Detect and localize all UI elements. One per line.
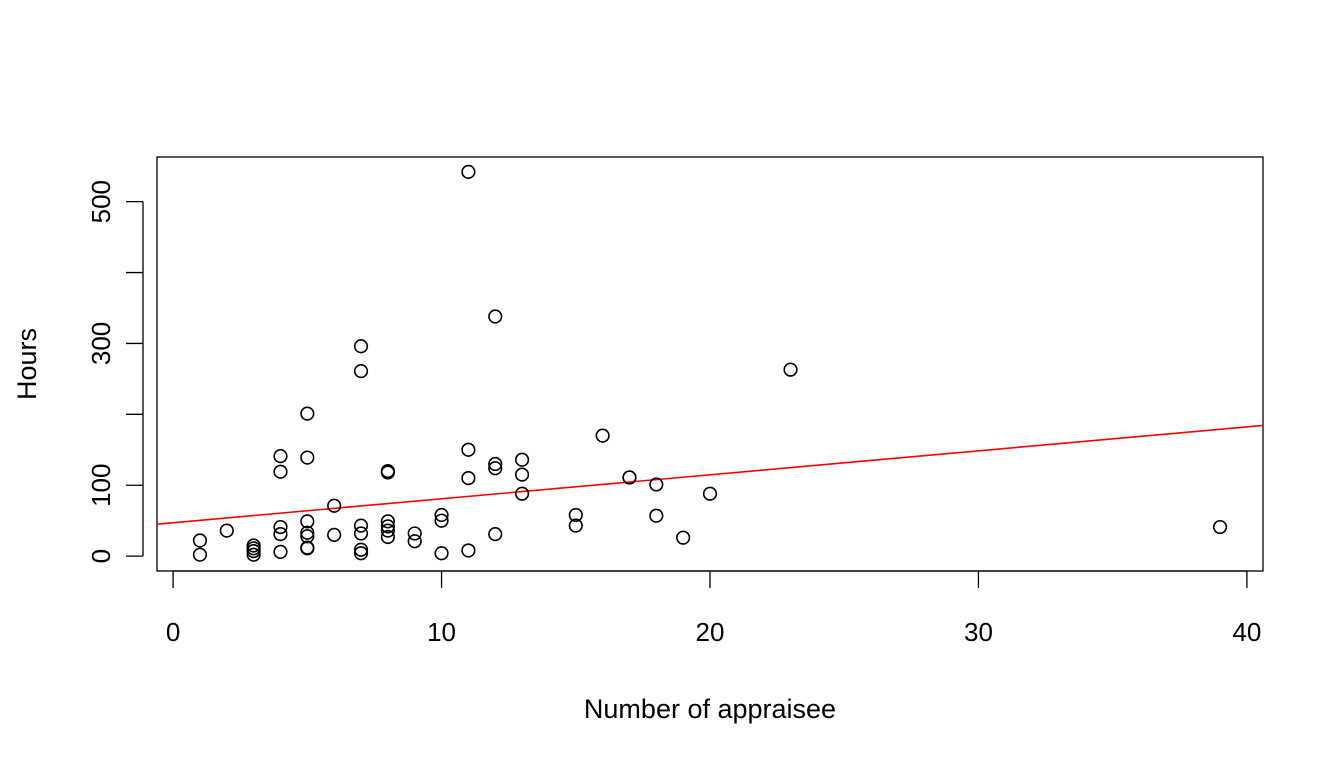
data-point	[246, 547, 261, 562]
y-axis-label: Hours	[12, 328, 42, 400]
y-tick-label: 300	[86, 322, 116, 365]
x-tick-label: 10	[427, 617, 456, 647]
regression-line	[156, 424, 1264, 525]
data-point	[380, 514, 395, 529]
x-axis-label: Number of appraisee	[584, 694, 836, 724]
data-point	[434, 546, 449, 561]
data-point	[568, 518, 583, 533]
data-point	[488, 461, 503, 476]
data-point	[649, 477, 664, 492]
data-point	[488, 456, 503, 472]
data-point	[488, 309, 503, 324]
data-point	[192, 533, 208, 548]
y-tick-label: 100	[86, 464, 116, 507]
data-point	[300, 406, 315, 421]
data-point	[380, 463, 395, 479]
data-point	[622, 470, 637, 485]
data-point	[353, 363, 369, 379]
data-point	[327, 498, 342, 513]
data-point	[783, 362, 798, 377]
data-point	[407, 534, 422, 549]
data-point	[514, 486, 530, 501]
data-point	[353, 546, 369, 561]
y-tick-label: 500	[86, 180, 116, 223]
data-point	[273, 544, 288, 559]
x-tick-label: 40	[1232, 617, 1261, 647]
data-point	[273, 449, 288, 464]
data-point	[353, 526, 369, 541]
data-point	[702, 486, 718, 501]
y-tick-label: 0	[86, 549, 116, 563]
data-point	[676, 530, 691, 545]
data-point	[434, 513, 449, 528]
data-point	[273, 519, 288, 535]
data-point	[192, 547, 208, 562]
data-point	[461, 164, 476, 179]
data-point	[514, 452, 530, 467]
x-tick-label: 20	[696, 617, 725, 647]
data-point	[353, 542, 369, 557]
data-point	[273, 527, 288, 542]
data-point	[380, 529, 395, 545]
data-point	[219, 523, 234, 538]
data-point	[300, 525, 315, 540]
data-point	[380, 519, 395, 534]
data-point	[300, 450, 315, 465]
data-point	[273, 464, 288, 479]
data-point	[1212, 519, 1228, 535]
data-point	[353, 339, 369, 354]
data-point	[514, 467, 530, 482]
data-point	[461, 543, 476, 558]
data-point	[300, 529, 315, 544]
x-tick-label: 0	[166, 617, 180, 647]
data-point	[300, 514, 315, 529]
data-point	[327, 527, 342, 542]
data-point	[380, 523, 395, 538]
data-point	[488, 527, 503, 542]
data-point	[461, 471, 476, 486]
data-point	[407, 526, 422, 541]
data-point	[461, 442, 476, 457]
data-point	[595, 428, 610, 443]
data-point	[246, 544, 261, 559]
data-point	[649, 508, 664, 523]
data-point	[353, 518, 369, 533]
data-point	[434, 507, 449, 523]
data-point	[568, 507, 583, 523]
x-tick-label: 30	[964, 617, 993, 647]
data-point	[300, 540, 315, 555]
